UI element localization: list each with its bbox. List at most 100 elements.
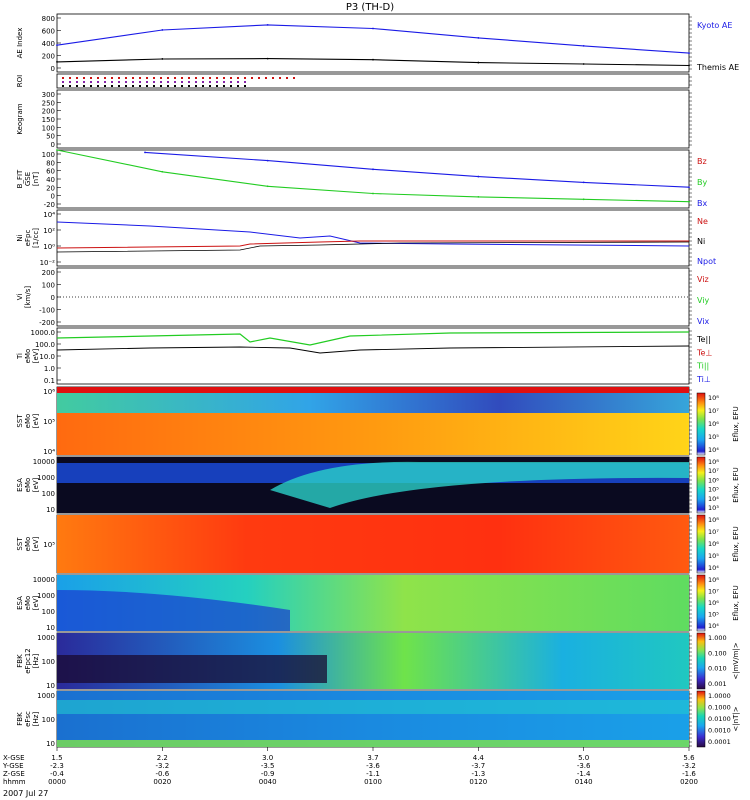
panel-ylabel-fbk_e: [Hz]: [32, 654, 40, 669]
panel-tick-label-vi: 0: [51, 294, 55, 302]
roi-dot: [195, 85, 197, 87]
roi-dot: [62, 85, 64, 87]
colorbar-cb2: [696, 456, 706, 514]
colorbar-tick-cb6: 0.1000: [708, 704, 731, 712]
figure-title: P3 (TH-D): [346, 2, 394, 13]
ti-trace-black: [56, 345, 690, 354]
panel-ylabel-ni: [1/cc]: [32, 228, 40, 248]
roi-dot: [125, 77, 127, 79]
roi-dot: [237, 85, 239, 87]
roi-dot: [167, 77, 169, 79]
series-point-ae: [161, 58, 164, 60]
colorbar-tick-cb4: 10⁴: [708, 622, 719, 630]
colorbar-tick-cb6: 1.0000: [708, 692, 731, 700]
roi-dot: [216, 85, 218, 87]
colorbar-label-cb2: Eflux, EFU: [732, 467, 740, 502]
panel-tick-label-esa_e: 10: [46, 506, 55, 514]
roi-dot: [174, 77, 176, 79]
panel-ylabel-vi: Vi: [16, 294, 24, 301]
esa-ion-low-band: [57, 590, 290, 631]
colorbar-tick-cb2: 10⁸: [708, 458, 719, 466]
x-row-label: Y-GSE: [2, 762, 24, 770]
series-point-bfit: [266, 159, 269, 162]
spectrogram-layers: [57, 387, 689, 747]
x-tick-label: -3.7: [471, 762, 485, 770]
panel-tick-label-esa_i: 10: [46, 624, 55, 632]
panel-ylabel-esa_e: eMo: [24, 478, 32, 493]
colorbar-tick-cb5: 0.010: [708, 665, 727, 673]
roi-dot: [76, 85, 78, 87]
roi-dot: [209, 81, 211, 83]
x-tick-label: -3.6: [577, 762, 591, 770]
legend-vi: Viy: [697, 296, 710, 305]
colorbar-tick-cb1: 10⁸: [708, 394, 719, 402]
panel-tick-label-ti: 100.0: [35, 341, 55, 349]
esa-electron-plume: [270, 461, 689, 508]
x-tick-label: -3.2: [682, 762, 696, 770]
roi-dot: [160, 77, 162, 79]
panel-ylabel-fbk_b: [Hz]: [32, 712, 40, 727]
x-tick-label: 0040: [259, 778, 277, 786]
x-tick-label: 1.5: [51, 754, 62, 762]
x-tick-label: 0200: [680, 778, 698, 786]
series-point-bfit: [144, 151, 146, 154]
legend-ti: Te||: [696, 335, 711, 344]
series-point-bfit: [688, 200, 690, 203]
panel-tick-label-esa_e: 10000: [33, 458, 55, 466]
roi-dot: [167, 81, 169, 83]
roi-dot: [223, 77, 225, 79]
legend-ae: Themis AE: [696, 63, 739, 72]
roi-dot: [111, 81, 113, 83]
roi-dot: [76, 81, 78, 83]
panel-tick-label-fbk_e: 1000: [37, 634, 55, 642]
colorbar-tick-cb3: 10⁸: [708, 516, 719, 524]
roi-dot: [90, 85, 92, 87]
roi-dot: [104, 77, 106, 79]
roi-dot: [237, 77, 239, 79]
panel-ylabel-fbk_e: eFpc12: [24, 648, 32, 674]
series-point-bfit: [477, 195, 480, 198]
x-tick-label: 4.4: [473, 754, 485, 762]
x-tick-label: 5.6: [683, 754, 695, 762]
panel-tick-label-ni: 10⁴: [43, 211, 55, 219]
panel-tick-label-bfit: 100: [42, 151, 55, 159]
sst-electron-high-energy: [57, 393, 689, 413]
roi-dot: [111, 85, 113, 87]
panel-tick-label-bfit: 20: [46, 184, 55, 192]
x-tick-label: 5.0: [578, 754, 589, 762]
panel-tick-label-esa_e: 1000: [37, 474, 55, 482]
series-point-bfit: [582, 198, 585, 201]
red-bar: [57, 387, 689, 393]
series-point-ae: [582, 63, 585, 65]
panel-tick-label-ti: 0.1: [44, 377, 55, 385]
x-tick-label: 2.2: [157, 754, 168, 762]
x-tick-label: 0000: [48, 778, 66, 786]
panel-tick-label-ni: 10⁻²: [40, 259, 56, 267]
roi-dot: [258, 77, 260, 79]
panel-tick-label-keogram: 300: [42, 91, 55, 99]
roi-dot: [188, 81, 190, 83]
panel-tick-label-esa_e: 100: [42, 490, 55, 498]
panel-tick-label-vi: -200: [39, 319, 55, 327]
x-row-label: Z-GSE: [3, 770, 25, 778]
panel-ylabel-sst_i: SST: [16, 537, 24, 551]
series-point-ae: [161, 29, 164, 31]
ni-trace-red: [56, 240, 689, 249]
roi-dot: [90, 77, 92, 79]
panel-ylabel-ae: AE Index: [16, 28, 24, 59]
roi-dot: [125, 85, 127, 87]
roi-dot: [146, 77, 148, 79]
colorbar-tick-cb1: 10⁵: [708, 433, 719, 441]
series-point-ae: [56, 44, 58, 47]
roi-dot: [132, 81, 134, 83]
panel-ylabel-bfit: GSE: [24, 172, 32, 186]
roi-dot: [83, 85, 85, 87]
x-tick-label: -2.3: [50, 762, 64, 770]
colorbar-tick-cb4: 10⁸: [708, 576, 719, 584]
colorbar-tick-cb5: 1.000: [708, 634, 727, 642]
roi-dot: [209, 85, 211, 87]
panel-tick-label-vi: 200: [42, 269, 55, 277]
colorbar-tick-cb3: 10⁵: [708, 552, 719, 560]
series-point-ae: [372, 58, 374, 61]
roi-dot: [216, 77, 218, 79]
